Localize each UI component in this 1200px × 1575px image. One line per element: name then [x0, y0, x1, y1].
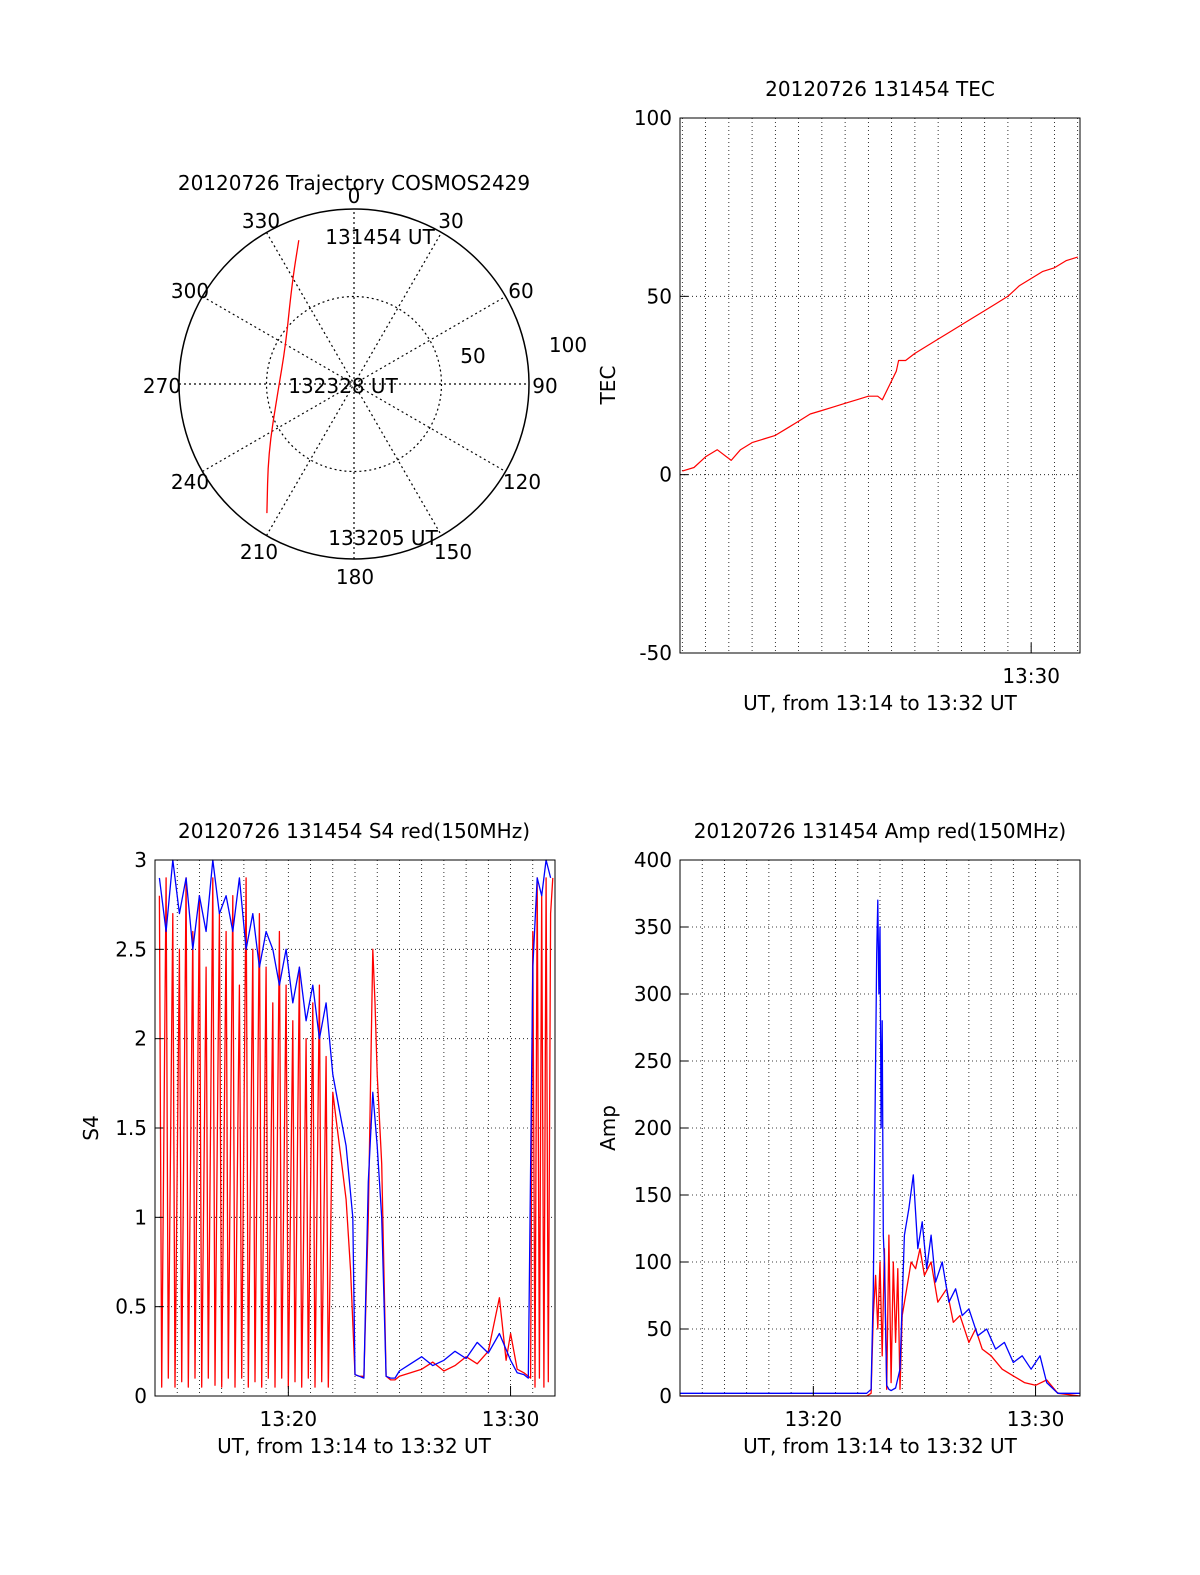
amp-series [680, 899, 1081, 1397]
azimuth-label-300: 300 [171, 279, 209, 303]
amp-ytick-label: 300 [634, 982, 672, 1006]
azimuth-label-90: 90 [532, 374, 557, 398]
polar-grid [178, 208, 530, 560]
s4-ytick-label: 2.5 [115, 937, 147, 961]
amp-ytick-label: 0 [659, 1384, 672, 1408]
s4-xtick-label: 13:20 [260, 1407, 318, 1431]
amp-ytick-label: 350 [634, 915, 672, 939]
s4-ytick-label: 0.5 [115, 1295, 147, 1319]
amp-ylabel: Amp [596, 1105, 620, 1151]
azimuth-label-180: 180 [336, 565, 374, 589]
amp-x-ticks: 13:20 13:30 [785, 1386, 1065, 1431]
polar-inner-ring [265, 295, 443, 473]
trajectory-line [266, 240, 300, 514]
polar-title: 20120726 Trajectory COSMOS2429 [178, 171, 530, 195]
azimuth-label-210: 210 [240, 540, 278, 564]
amp-series-red [680, 1234, 1081, 1397]
amp-ytick-label: 150 [634, 1183, 672, 1207]
radial-label-50: 50 [460, 344, 485, 368]
time-label-start: 131454 UT [325, 225, 435, 249]
time-label-mid: 132328 UT [288, 374, 398, 398]
s4-plot: 20120726 131454 S4 red(150MHz) 3 2.5 2 1.5 1… [79, 819, 556, 1458]
azimuth-label-60: 60 [508, 279, 533, 303]
s4-ytick-label: 3 [134, 848, 147, 872]
polar-spoke [265, 232, 443, 536]
azimuth-label-330: 330 [242, 209, 280, 233]
tec-frame [679, 117, 1081, 654]
amp-xtick-label: 13:20 [785, 1407, 843, 1431]
s4-y-ticks: 3 2.5 2 1.5 1 0.5 0 [115, 848, 163, 1408]
s4-title: 20120726 131454 S4 red(150MHz) [178, 819, 530, 843]
polar-azimuth-labels: 0 30 60 90 120 150 180 210 240 270 300 330 [143, 184, 558, 589]
amp-ytick-label: 200 [634, 1116, 672, 1140]
amp-ytick-label: 100 [634, 1250, 672, 1274]
s4-ylabel: S4 [79, 1115, 103, 1140]
tec-y-ticks: 100 50 0 -50 [634, 106, 688, 665]
s4-x-ticks: 13:20 13:30 [260, 1386, 540, 1431]
tec-xtick-label: 13:30 [1002, 664, 1060, 688]
time-label-end: 133205 UT [328, 526, 438, 550]
amp-title: 20120726 131454 Amp red(150MHz) [694, 819, 1066, 843]
s4-ytick-label: 1 [134, 1205, 147, 1229]
azimuth-label-0: 0 [348, 184, 361, 208]
tec-ytick-label: -50 [639, 641, 672, 665]
s4-ytick-label: 2 [134, 1027, 147, 1051]
tec-ytick-label: 0 [659, 463, 672, 487]
amp-xtick-label: 13:30 [1007, 1407, 1065, 1431]
tec-ylabel: TEC [596, 366, 620, 406]
tec-ytick-label: 50 [647, 284, 672, 308]
azimuth-label-270: 270 [143, 374, 181, 398]
s4-series-blue [158, 859, 552, 1379]
s4-xlabel: UT, from 13:14 to 13:32 UT [217, 1434, 492, 1458]
tec-grid [680, 118, 1080, 653]
tec-x-ticks: 13:30 [1002, 643, 1060, 688]
amp-ytick-label: 250 [634, 1049, 672, 1073]
amp-series-blue [680, 899, 1080, 1394]
s4-xtick-label: 13:30 [482, 1407, 540, 1431]
tec-title: 20120726 131454 TEC [765, 77, 995, 101]
tec-xlabel: UT, from 13:14 to 13:32 UT [743, 691, 1018, 715]
azimuth-label-240: 240 [171, 470, 209, 494]
amp-y-ticks: 400 350 300 250 200 150 100 50 0 [634, 848, 688, 1408]
amp-ytick-label: 50 [647, 1317, 672, 1341]
s4-ytick-label: 0 [134, 1384, 147, 1408]
s4-series-red [158, 877, 554, 1388]
amp-plot: 20120726 131454 Amp red(150MHz) 400 350 30… [596, 819, 1081, 1458]
polar-trajectory-plot: 20120726 Trajectory COSMOS2429 0 30 60 90 12… [143, 171, 587, 589]
amp-xlabel: UT, from 13:14 to 13:32 UT [743, 1434, 1018, 1458]
azimuth-label-30: 30 [438, 209, 463, 233]
azimuth-label-120: 120 [503, 470, 541, 494]
tec-ytick-label: 100 [634, 106, 672, 130]
tec-series [682, 256, 1078, 472]
s4-ytick-label: 1.5 [115, 1116, 147, 1140]
amp-ytick-label: 400 [634, 848, 672, 872]
azimuth-label-150: 150 [434, 540, 472, 564]
tec-series-red [682, 256, 1078, 472]
s4-series [158, 859, 554, 1388]
radial-label-100: 100 [549, 333, 587, 357]
